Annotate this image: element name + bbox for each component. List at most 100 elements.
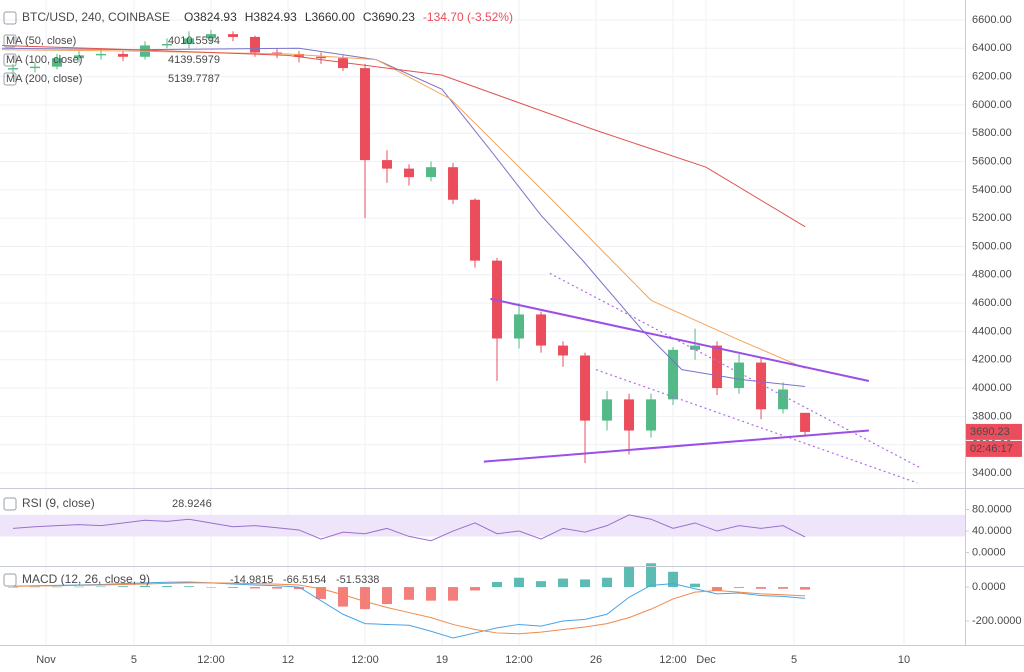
histogram-bar bbox=[690, 583, 701, 588]
histogram-bar bbox=[404, 587, 415, 600]
trend-line bbox=[483, 429, 869, 463]
candle-body bbox=[426, 167, 437, 178]
histogram-bar bbox=[492, 581, 503, 588]
legend-title: RSI (9, close) bbox=[22, 496, 95, 510]
histogram-bar bbox=[426, 587, 437, 601]
y-tick-label: 6600.00 bbox=[972, 14, 1012, 26]
histogram-bar bbox=[712, 587, 723, 591]
histogram-bar bbox=[338, 587, 349, 607]
y-tick-label: 6400.00 bbox=[972, 42, 1012, 54]
candle-body bbox=[294, 53, 305, 57]
x-tick-label: 12 bbox=[282, 654, 294, 666]
candle-body bbox=[778, 389, 789, 410]
candle-body bbox=[448, 167, 459, 200]
macd-line bbox=[12, 581, 806, 639]
y-tick-label: 3400.00 bbox=[972, 467, 1012, 479]
y-tick-label: 80.0000 bbox=[972, 503, 1012, 515]
histogram-bar bbox=[734, 587, 745, 588]
histogram-bar bbox=[7, 587, 18, 588]
candle-body bbox=[338, 58, 349, 69]
candle-body bbox=[602, 399, 613, 421]
histogram-bar bbox=[624, 566, 635, 588]
histogram-bar bbox=[778, 587, 789, 589]
candle-body bbox=[117, 53, 128, 57]
candle-body bbox=[95, 53, 106, 56]
candle-body bbox=[580, 355, 591, 421]
grid-layer bbox=[0, 0, 965, 645]
y-tick-label: 4200.00 bbox=[972, 354, 1012, 366]
last-price-tag bbox=[966, 423, 1022, 440]
candle-body bbox=[73, 55, 84, 59]
legend-value: -14.9815 bbox=[230, 574, 273, 586]
histogram-bar bbox=[580, 579, 591, 588]
candle-body bbox=[668, 349, 679, 400]
legend-icon bbox=[3, 497, 17, 511]
histogram-bar bbox=[161, 586, 172, 588]
candle-body bbox=[404, 168, 415, 178]
histogram-bar bbox=[360, 587, 371, 610]
y-tick-label: 5200.00 bbox=[972, 212, 1012, 224]
y-tick-label: 5600.00 bbox=[972, 155, 1012, 167]
candle-body bbox=[227, 34, 238, 37]
moving-average-line bbox=[1, 47, 806, 388]
histogram-bar bbox=[316, 587, 327, 599]
histogram-bar bbox=[382, 587, 393, 605]
y-tick-label: 4600.00 bbox=[972, 297, 1012, 309]
legend-value: -66.5154 bbox=[283, 574, 326, 586]
candle-body bbox=[161, 44, 172, 46]
legend-value: -51.5338 bbox=[336, 574, 379, 586]
legend-icon bbox=[3, 11, 17, 25]
legend-value: 4010.5594 bbox=[168, 35, 220, 47]
candle-body bbox=[29, 66, 40, 69]
price-axis-background bbox=[965, 0, 1024, 672]
x-tick-label: 12:00 bbox=[659, 654, 687, 666]
histogram-bar bbox=[514, 577, 525, 588]
candle-body bbox=[205, 34, 216, 39]
candle-body bbox=[7, 68, 18, 70]
x-tick-label: 26 bbox=[590, 654, 602, 666]
candle-body bbox=[250, 36, 261, 53]
x-tick-label: 5 bbox=[131, 654, 137, 666]
legend-title: MACD (12, 26, close, 9) bbox=[22, 572, 150, 586]
candle-body bbox=[470, 199, 481, 261]
legend-icon bbox=[3, 72, 17, 86]
candle-body bbox=[800, 412, 811, 432]
histogram-bar bbox=[227, 587, 238, 588]
legend-value: 4139.5979 bbox=[168, 54, 220, 66]
y-tick-label: 0.0000 bbox=[972, 581, 1006, 593]
price-info: H3824.93 bbox=[245, 10, 297, 24]
histogram-bar bbox=[294, 587, 305, 590]
histogram-bar bbox=[448, 587, 459, 601]
macd-line bbox=[12, 582, 806, 635]
candle-body bbox=[712, 345, 723, 389]
histogram-bar bbox=[117, 586, 128, 588]
x-tick-label: Nov bbox=[36, 654, 56, 666]
candle-body bbox=[624, 399, 635, 431]
histogram-bar bbox=[756, 587, 767, 589]
countdown-tag bbox=[966, 440, 1022, 457]
histogram-bar bbox=[73, 586, 84, 588]
histogram-bar bbox=[536, 581, 547, 588]
candle-body bbox=[183, 38, 194, 45]
legend-value: 5139.7787 bbox=[168, 73, 220, 85]
histogram-bar bbox=[558, 578, 569, 588]
y-tick-label: -200.0000 bbox=[972, 615, 1022, 627]
histogram-bar bbox=[183, 586, 194, 588]
candle-body bbox=[382, 160, 393, 169]
x-tick-label: 5 bbox=[791, 654, 797, 666]
legend-icon bbox=[3, 573, 17, 587]
y-tick-label: 3800.00 bbox=[972, 410, 1012, 422]
y-tick-label: 40.0000 bbox=[972, 525, 1012, 537]
trend-line bbox=[595, 369, 918, 484]
x-tick-label: 12:00 bbox=[505, 654, 533, 666]
price-info: O3824.93 bbox=[184, 10, 237, 24]
price-info: L3660.00 bbox=[305, 10, 355, 24]
histogram-bar bbox=[470, 587, 481, 591]
candle-body bbox=[756, 362, 767, 410]
legend-icon bbox=[3, 34, 17, 48]
x-tick-label: 19 bbox=[436, 654, 448, 666]
histogram-bar bbox=[250, 587, 261, 589]
moving-average-line bbox=[1, 44, 806, 228]
